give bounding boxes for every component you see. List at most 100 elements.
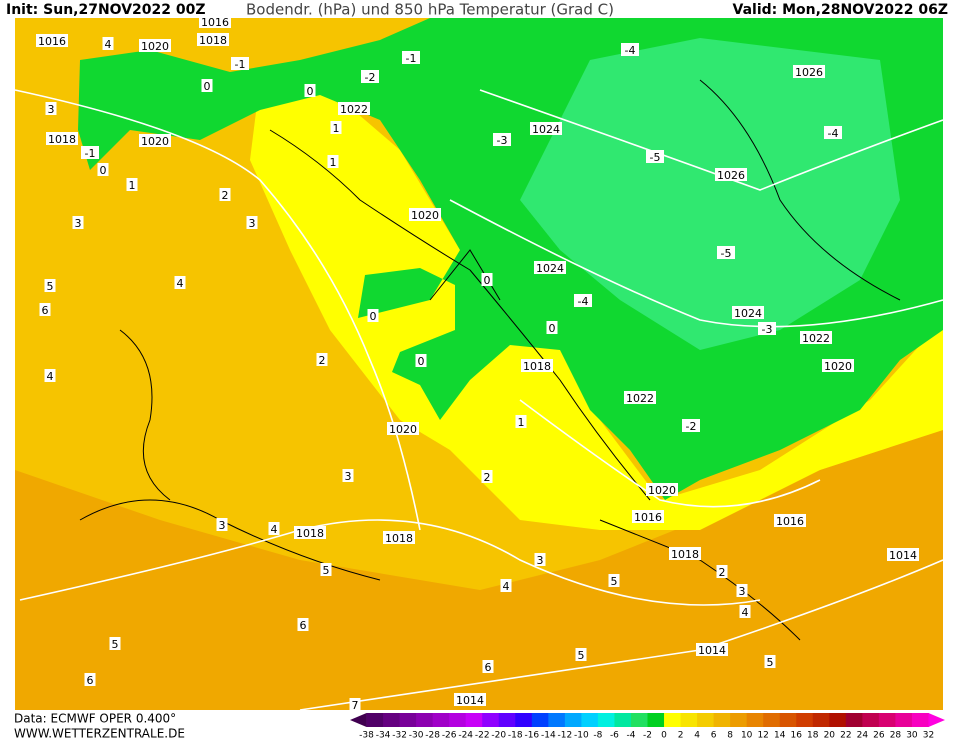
legend-cell	[845, 713, 863, 727]
temperature-label-box	[481, 470, 493, 483]
temperature-label: 3	[739, 585, 746, 598]
isobar-label: 1016	[776, 515, 804, 528]
legend-label: 4	[694, 731, 700, 741]
legend-label: -10	[574, 731, 589, 741]
legend-cell	[531, 713, 549, 727]
legend-label: 16	[791, 731, 803, 741]
legend-label: -26	[442, 731, 457, 741]
temperature-label-box	[574, 294, 592, 307]
isobar-label-box	[669, 547, 701, 560]
isobar-label-box	[36, 34, 68, 47]
isobar-label: 1018	[296, 527, 324, 540]
isobar-label: 1014	[698, 644, 726, 657]
temperature-label: 2	[319, 354, 326, 367]
legend-label: -6	[610, 731, 619, 741]
temperature-label-box	[72, 216, 84, 229]
temperature-label: -5	[721, 247, 732, 260]
temperature-label-box	[304, 84, 316, 97]
isobar-label-box	[632, 510, 664, 523]
valid-time: Valid: Mon,28NOV2022 06Z	[733, 2, 948, 18]
temperature-label-box	[481, 273, 493, 286]
legend-label: -8	[593, 731, 602, 741]
temperature-label-box	[575, 648, 587, 661]
isobar-label: 1014	[889, 549, 917, 562]
legend-label: 30	[906, 731, 918, 741]
temperature-label-box	[45, 102, 57, 115]
legend-cell	[416, 713, 434, 727]
temperature-label: 2	[719, 566, 726, 579]
temperature-label: 1	[518, 416, 525, 429]
temperature-label: 7	[352, 699, 359, 712]
legend-label: -38	[359, 731, 374, 741]
temperature-label: 1	[330, 156, 337, 169]
isobar-label: 1014	[456, 694, 484, 707]
isobar-label-box	[774, 514, 806, 527]
legend-label: 12	[757, 731, 768, 741]
temperature-label: 5	[578, 649, 585, 662]
legend-arrow	[350, 713, 367, 727]
temperature-label: 4	[177, 277, 184, 290]
legend-cell	[779, 713, 797, 727]
legend-label: -20	[491, 731, 506, 741]
temperature-label-box	[764, 655, 776, 668]
temperature-label: 5	[611, 575, 618, 588]
temperature-label-box	[342, 469, 354, 482]
legend-label: -34	[376, 731, 391, 741]
website: WWW.WETTERZENTRALE.DE	[14, 727, 185, 741]
isobar-label: 1024	[734, 307, 762, 320]
temperature-label: 1	[333, 122, 340, 135]
isobar-label: 1022	[626, 392, 654, 405]
legend-label: 6	[711, 731, 717, 741]
isobar-label-box	[624, 391, 656, 404]
isobar-label: 1018	[671, 548, 699, 561]
legend-label: 32	[923, 731, 934, 741]
legend-label: -14	[541, 731, 556, 741]
legend-cell	[680, 713, 698, 727]
isobar-label: 1018	[385, 532, 413, 545]
isobar-label-box	[646, 483, 678, 496]
isobar-label-box	[793, 65, 825, 78]
legend-cell	[763, 713, 781, 727]
legend-cell	[432, 713, 450, 727]
legend-cell	[482, 713, 500, 727]
temperature-label: 3	[48, 103, 55, 116]
legend-cell	[614, 713, 632, 727]
legend-label: -28	[425, 731, 440, 741]
legend-label: -18	[508, 731, 523, 741]
legend-cell	[911, 713, 929, 727]
temperature-label: -1	[85, 147, 96, 160]
legend-label: 18	[807, 731, 819, 741]
temperature-label-box	[367, 309, 379, 322]
temperature-label: 4	[105, 38, 112, 51]
temperature-label-box	[330, 121, 342, 134]
isobar-label-box	[521, 359, 553, 372]
temperature-label-box	[717, 246, 735, 259]
isobar-label: 1020	[648, 484, 676, 497]
legend-cell	[713, 713, 731, 727]
isobar-label: 1018	[199, 34, 227, 47]
temperature-label: 0	[100, 164, 107, 177]
isobar-label: 1020	[141, 135, 169, 148]
temperature-label-box	[297, 618, 309, 631]
temperature-label-box	[415, 354, 427, 367]
isobar-label-box	[715, 168, 747, 181]
temperature-label-box	[482, 660, 494, 673]
legend-label: -30	[409, 731, 424, 741]
temperature-label-box	[621, 43, 639, 56]
temperature-label: 6	[300, 619, 307, 632]
temperature-label: 3	[75, 217, 82, 230]
legend-cell	[730, 713, 748, 727]
temperature-label-box	[534, 553, 546, 566]
legend-label: -32	[392, 731, 407, 741]
isobar-label-box	[822, 359, 854, 372]
temperature-label: 2	[222, 189, 229, 202]
isobar-label: 1020	[141, 40, 169, 53]
temperature-label: 4	[47, 370, 54, 383]
legend-cell	[548, 713, 566, 727]
temperature-label-box	[201, 79, 213, 92]
temperature-label: 6	[42, 304, 49, 317]
legend-cell	[829, 713, 847, 727]
isobar-label-box	[139, 39, 171, 52]
isobar-label-box	[409, 208, 441, 221]
